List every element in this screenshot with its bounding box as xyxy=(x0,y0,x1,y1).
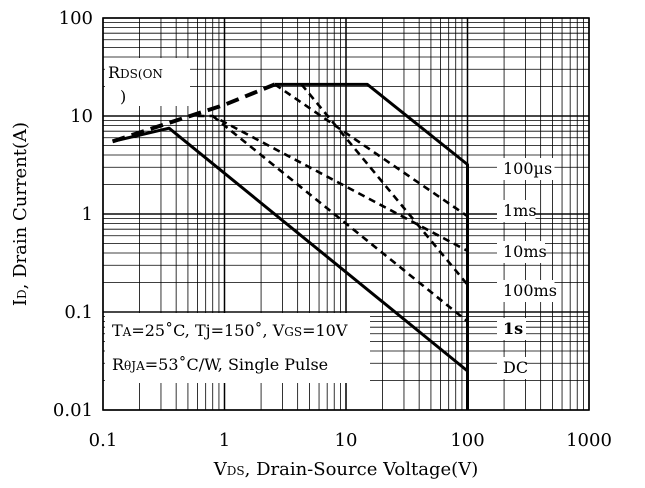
curve-label-bg xyxy=(497,158,555,180)
x-axis-title: VDS, Drain-Source Voltage(V) xyxy=(213,459,478,480)
conditions-line-1: TA=25˚C, Tj=150˚, VGS=10V xyxy=(112,321,348,340)
y-tick-label: 0.01 xyxy=(53,400,93,421)
axis-titles: VDS, Drain-Source Voltage(V) ID, Drain Cu… xyxy=(10,122,478,480)
curve-label: 100µs xyxy=(503,159,552,178)
series-rds-on- xyxy=(111,82,276,144)
conditions-box-bg xyxy=(105,313,370,383)
curve-label: 1s xyxy=(503,319,523,338)
grid xyxy=(102,17,590,411)
x-tick-label: 0.1 xyxy=(89,430,118,451)
plot-frame xyxy=(102,17,590,411)
tick-labels: 0.1 1 10 100 1000 0.01 0.1 1 10 100 xyxy=(53,8,612,451)
y-tick-label: 0.1 xyxy=(64,302,93,323)
series-dc xyxy=(112,126,469,373)
curve-label: 100ms xyxy=(503,281,557,300)
curve-label-bg xyxy=(497,280,555,302)
rds-on-label: RDS(ON xyxy=(108,63,163,82)
curve-label: 10ms xyxy=(503,242,547,261)
curve-label: 1ms xyxy=(503,201,537,220)
curve-label-bg xyxy=(497,200,536,222)
annotations: RDS(ON) TA=25˚C, Tj=150˚, VGS=10V RθJA=53˚… xyxy=(105,58,370,383)
curve-label-bg xyxy=(497,241,545,263)
series-100-s xyxy=(274,82,469,410)
y-tick-label: 1 xyxy=(82,204,93,225)
series-1ms xyxy=(274,83,469,218)
curve-label-bg xyxy=(497,357,526,379)
curve-label-bg xyxy=(497,318,526,340)
y-axis-title: ID, Drain Current(A) xyxy=(10,122,31,306)
x-tick-label: 10 xyxy=(335,430,358,451)
y-tick-label: 100 xyxy=(59,8,93,29)
rds-on-label-cont: ) xyxy=(120,87,126,106)
curve-label: DC xyxy=(503,358,528,377)
curve-labels: 100µs 1ms 10ms 100ms 1s DC xyxy=(497,158,557,379)
rds-label-bg xyxy=(105,58,190,106)
y-tick-label: 10 xyxy=(70,106,93,127)
x-tick-label: 100 xyxy=(450,430,484,451)
x-tick-label: 1 xyxy=(219,430,230,451)
conditions-line-2: RθJA=53˚C/W, Single Pulse xyxy=(112,355,328,374)
series-1s xyxy=(211,114,469,323)
series-lines xyxy=(111,82,469,410)
series-100ms xyxy=(300,83,469,286)
x-tick-label: 1000 xyxy=(566,430,612,451)
